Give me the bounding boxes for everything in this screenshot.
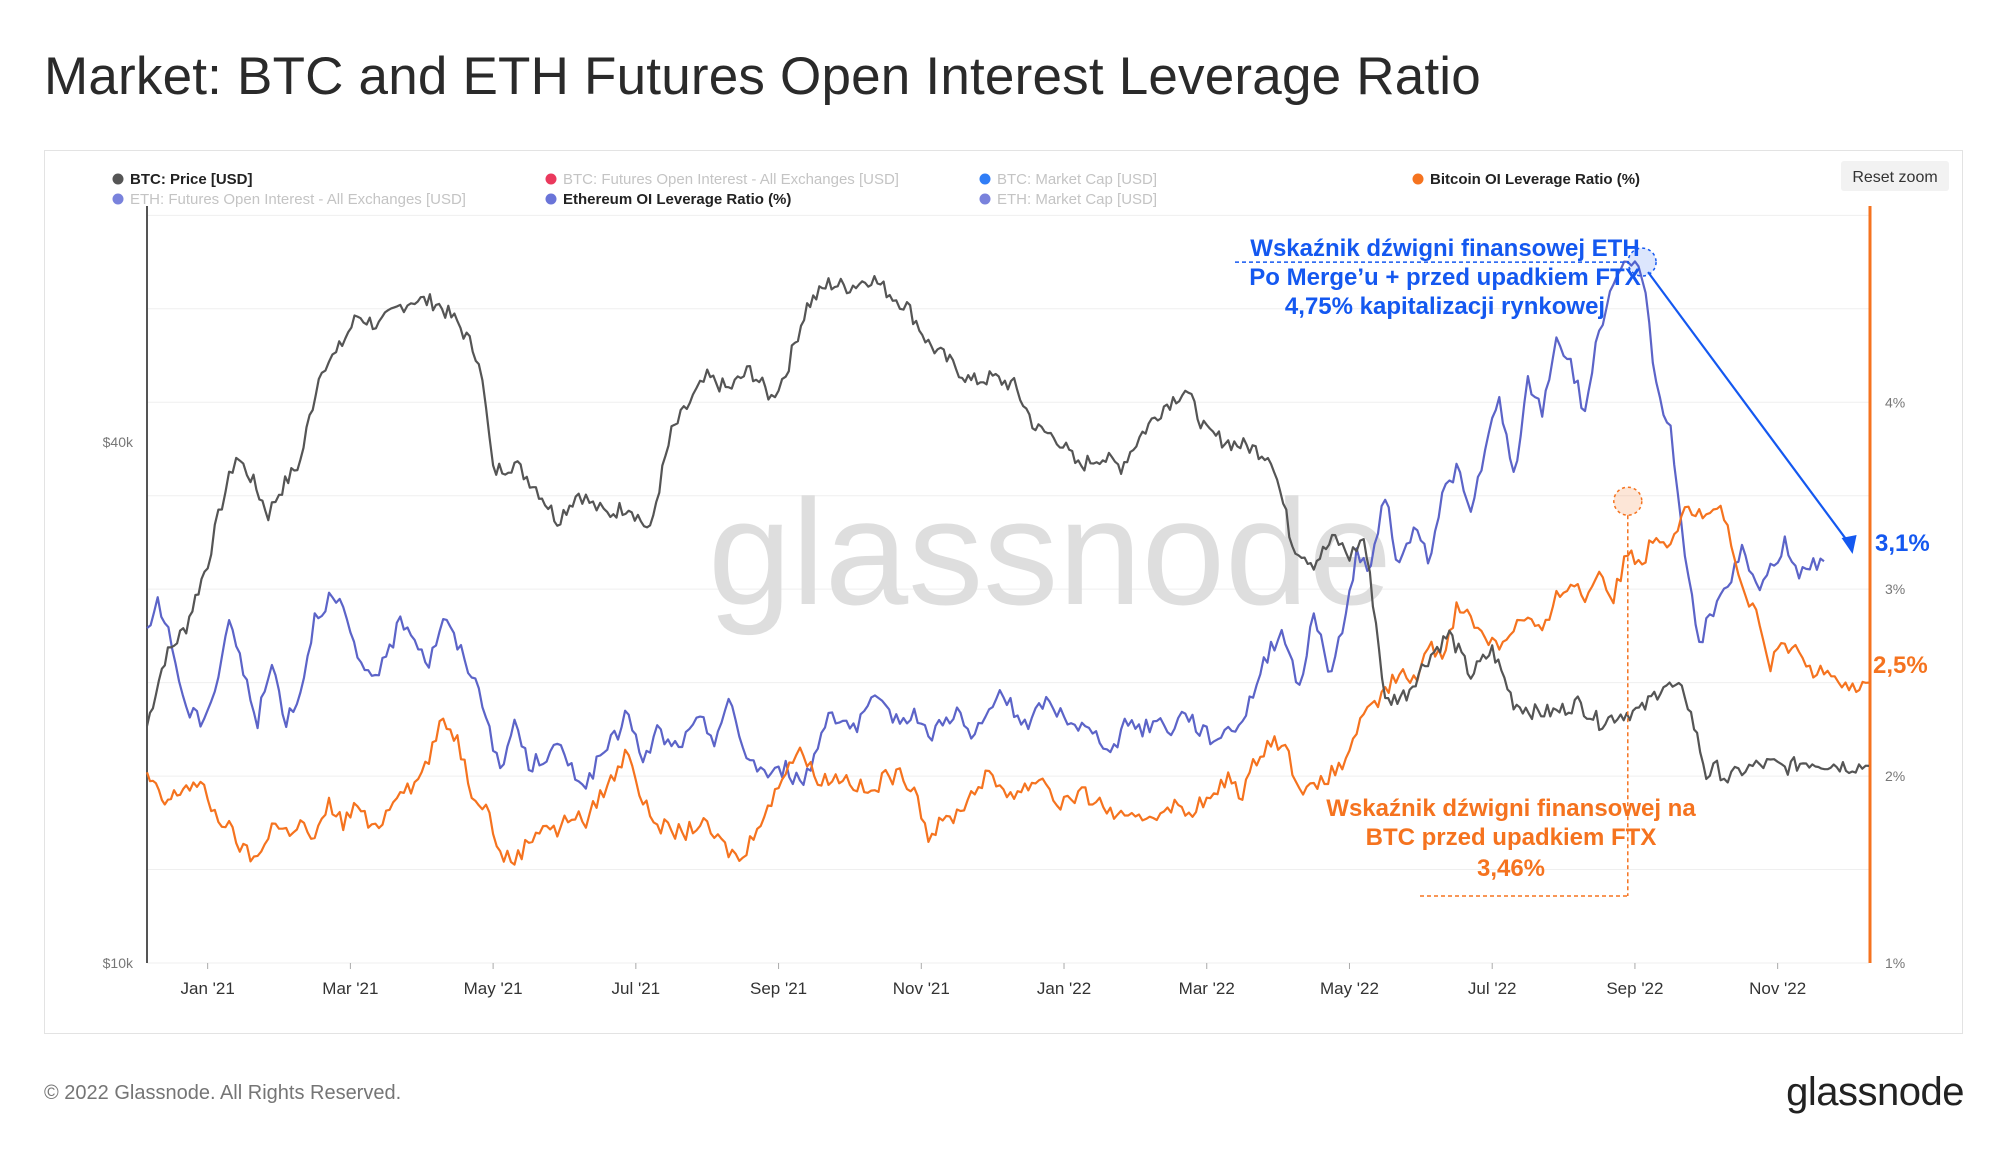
left-tick-label: $10k (103, 955, 134, 971)
eth-annotation-line: Po Merge’u + przed upadkiem FTX (1249, 264, 1640, 291)
legend-marker[interactable] (545, 173, 557, 185)
btc-annotation-line: BTC przed upadkiem FTX (1366, 824, 1657, 851)
x-tick-label: May '22 (1320, 979, 1379, 998)
grid-lines (147, 214, 1869, 964)
eth-arrow-line (1647, 271, 1854, 549)
x-tick-label: Sep '22 (1606, 979, 1663, 998)
right-tick-label: 2% (1885, 768, 1905, 784)
x-tick-label: Mar '21 (322, 979, 378, 998)
x-tick-label: Jul '21 (612, 979, 661, 998)
left-tick-label: $40k (103, 434, 134, 450)
legend-marker[interactable] (545, 193, 557, 205)
legend-marker[interactable] (979, 193, 991, 205)
legend-item-label: BTC: Futures Open Interest - All Exchang… (563, 171, 899, 188)
x-tick-label: Sep '21 (750, 979, 807, 998)
series-line-1 (145, 504, 1870, 866)
legend-item-label: ETH: Market Cap [USD] (997, 191, 1157, 208)
legend-item-label: BTC: Price [USD] (130, 171, 253, 188)
reset-zoom-bg[interactable] (1841, 161, 1949, 191)
legend-item-label: ETH: Futures Open Interest - All Exchang… (130, 191, 466, 208)
legend-item-label: Bitcoin OI Leverage Ratio (%) (1430, 171, 1640, 188)
x-tick-label: Nov '21 (893, 979, 950, 998)
x-tick-label: Jan '21 (181, 979, 235, 998)
right-tick-label: 1% (1885, 955, 1905, 971)
x-tick-label: May '21 (464, 979, 523, 998)
chart-frame: glassnode $10k $40k 1% 2% 3% 4% Jan '21 Mar '21… (44, 150, 1963, 1034)
glassnode-logo: glassnode (1786, 1070, 1964, 1114)
footer-copyright: © 2022 Glassnode. All Rights Reserved. (44, 1082, 402, 1104)
chart-svg: glassnode $10k $40k 1% 2% 3% 4% Jan '21 Mar '21… (103, 161, 1949, 998)
watermark: glassnode (708, 468, 1392, 636)
btc-annotation-line: 3,46% (1477, 855, 1545, 882)
right-tick-label: 3% (1885, 581, 1905, 597)
legend-item-label: BTC: Market Cap [USD] (997, 171, 1157, 188)
page-title: Market: BTC and ETH Futures Open Interes… (44, 47, 1481, 106)
legend-marker[interactable] (1412, 173, 1424, 185)
legend-marker[interactable] (112, 193, 124, 205)
btc-annotation-line: Wskaźnik dźwigni finansowej na (1326, 795, 1696, 822)
eth-annotation-line: 4,75% kapitalizacji rynkowej (1285, 293, 1605, 320)
x-tick-label: Nov '22 (1749, 979, 1806, 998)
series-line-2 (146, 260, 1825, 790)
eth-arrow-head (1841, 535, 1857, 555)
right-tick-label: 4% (1885, 394, 1905, 410)
x-tick-label: Mar '22 (1179, 979, 1235, 998)
reset-zoom-label[interactable]: Reset zoom (1852, 169, 1937, 186)
series-line-0 (145, 275, 1870, 784)
legend: BTC: Price [USD] BTC: Futures Open Intere… (112, 171, 1640, 208)
legend-item-label: Ethereum OI Leverage Ratio (%) (563, 191, 791, 208)
legend-marker[interactable] (112, 173, 124, 185)
reset-zoom-button[interactable]: Reset zoom (1841, 161, 1949, 191)
legend-marker[interactable] (979, 173, 991, 185)
axes: $10k $40k 1% 2% 3% 4% Jan '21 Mar '21 May '21 Jul… (103, 206, 1905, 998)
eth-end-label: 3,1% (1875, 530, 1930, 557)
btc-peak-marker (1613, 486, 1643, 516)
btc-end-label: 2,5% (1873, 652, 1928, 679)
x-tick-label: Jul '22 (1468, 979, 1517, 998)
x-tick-label: Jan '22 (1037, 979, 1091, 998)
series-lines (145, 260, 1870, 866)
eth-annotation-line: Wskaźnik dźwigni finansowej ETH (1250, 235, 1639, 262)
